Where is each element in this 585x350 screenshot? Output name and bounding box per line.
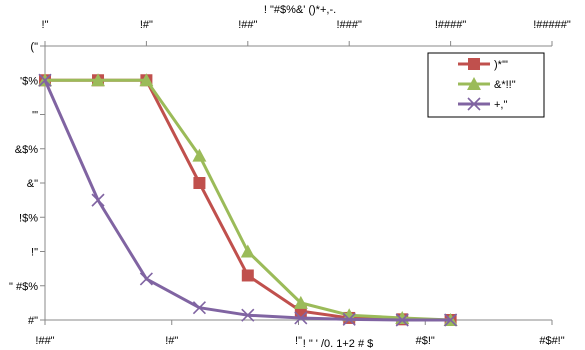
data-point-square bbox=[241, 269, 254, 282]
y-tick-label: &" bbox=[27, 178, 38, 190]
y-tick-label: !" bbox=[31, 247, 38, 259]
x-axis-title: ! " ' /0. 1+2 # $ bbox=[303, 338, 374, 350]
top-tick-label: !###" bbox=[337, 19, 362, 31]
x-tick-label: #$#!" bbox=[539, 335, 564, 347]
series-line bbox=[45, 78, 451, 322]
y-tick-label: '$% bbox=[20, 75, 38, 87]
x-tick-label: #$!" bbox=[416, 335, 435, 347]
data-point-square bbox=[193, 177, 206, 189]
top-axis-title: ! "#$%&' ()*+,-. bbox=[264, 4, 336, 16]
y-tick-label: #" bbox=[28, 315, 38, 327]
y-tick-label: &$% bbox=[15, 144, 38, 156]
data-point-triangle bbox=[139, 73, 154, 87]
top-tick-label: !" bbox=[42, 19, 49, 31]
data-point-x bbox=[342, 312, 356, 326]
data-point-x bbox=[444, 313, 458, 327]
data-point-triangle bbox=[293, 295, 308, 309]
data-point-square bbox=[468, 58, 480, 70]
series-line bbox=[43, 79, 451, 322]
data-point-x bbox=[38, 73, 52, 87]
series-line bbox=[45, 78, 451, 322]
data-point-x bbox=[294, 311, 308, 325]
data-point-triangle bbox=[240, 244, 255, 258]
data-point-x bbox=[241, 308, 255, 322]
legend-label: &*!!" bbox=[494, 79, 516, 91]
data-point-x bbox=[395, 313, 409, 327]
data-point-triangle bbox=[91, 73, 106, 87]
data-point-triangle bbox=[192, 148, 207, 162]
tick-labels: !##" !#" !" #$!" #$#!" !" !#" !##" !###" !####" !#… bbox=[9, 19, 571, 347]
data-point-x bbox=[192, 301, 206, 315]
series-x bbox=[38, 73, 458, 327]
legend: )*'" &*!!" +," bbox=[427, 52, 545, 118]
top-tick-label: !#" bbox=[140, 19, 153, 31]
series-triangle bbox=[38, 73, 458, 326]
x-tick-label: !#" bbox=[165, 335, 178, 347]
series bbox=[38, 73, 458, 327]
series-square bbox=[39, 74, 457, 326]
data-point-x bbox=[91, 193, 105, 207]
y-tick-label: (" bbox=[30, 41, 38, 53]
legend-label: +," bbox=[494, 99, 507, 111]
top-tick-label: !##" bbox=[238, 19, 257, 31]
top-tick-label: !#####" bbox=[533, 19, 571, 31]
data-point-x bbox=[139, 272, 153, 286]
data-point-triangle bbox=[467, 77, 481, 90]
y-tick-label: " #$% bbox=[9, 281, 38, 293]
x-tick-label: !" bbox=[295, 335, 302, 347]
y-tick-label: '" bbox=[32, 110, 38, 122]
x-tick-label: !##" bbox=[35, 335, 54, 347]
data-point-x bbox=[467, 97, 481, 111]
top-tick-label: !####" bbox=[435, 19, 467, 31]
y-tick-label: !$% bbox=[19, 212, 38, 224]
legend-label: )*'" bbox=[494, 59, 508, 71]
